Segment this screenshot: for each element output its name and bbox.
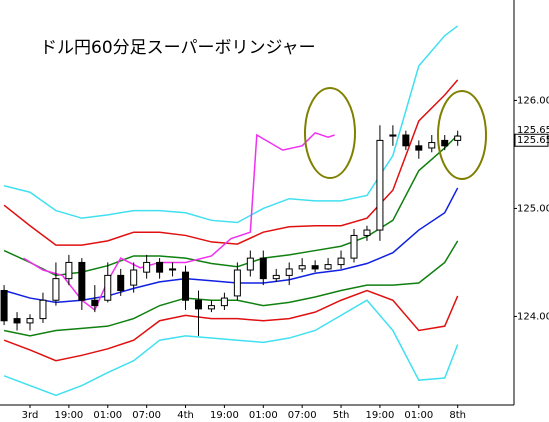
candle-body bbox=[117, 274, 125, 292]
chart-title: ドル円60分足スーパーボリンジャー bbox=[40, 38, 316, 58]
candle-body bbox=[91, 299, 99, 307]
candle-body bbox=[0, 290, 8, 322]
candle-body bbox=[156, 261, 164, 273]
candle-body bbox=[52, 278, 60, 301]
candle-body bbox=[428, 142, 436, 149]
x-tick-label: 07:00 bbox=[132, 410, 161, 421]
band-line bbox=[23, 131, 335, 312]
y-tick-label: 126.00 bbox=[517, 95, 549, 106]
price-label: 125.651 bbox=[517, 125, 549, 136]
x-tick-label: 07:00 bbox=[288, 410, 317, 421]
candle-body bbox=[169, 268, 177, 271]
plot-area bbox=[0, 25, 462, 397]
candle-body bbox=[454, 135, 462, 141]
y-tick-label: 125.00 bbox=[517, 203, 549, 214]
candle-body bbox=[272, 274, 280, 280]
candle-body bbox=[13, 318, 21, 324]
x-tick-label: 19:00 bbox=[366, 410, 395, 421]
candle-body bbox=[143, 261, 151, 273]
candle-body bbox=[39, 299, 47, 320]
candle-body bbox=[130, 269, 138, 286]
band-line bbox=[3, 299, 459, 397]
price-label: 125.65 bbox=[517, 135, 549, 146]
candle-body bbox=[376, 139, 384, 231]
candle-body bbox=[104, 274, 112, 301]
candle-body bbox=[259, 257, 267, 280]
candle-body bbox=[182, 271, 190, 301]
x-tick-label: 01:00 bbox=[249, 410, 278, 421]
price-box bbox=[514, 133, 549, 147]
candle-body bbox=[402, 134, 410, 147]
candle-body bbox=[350, 234, 358, 259]
x-tick-label: 8th bbox=[449, 410, 466, 421]
candle-body bbox=[363, 229, 371, 236]
candle-body bbox=[26, 318, 34, 324]
candle-body bbox=[337, 257, 345, 266]
band-line bbox=[3, 79, 459, 246]
highlight-ellipse bbox=[437, 90, 487, 180]
candle-body bbox=[207, 305, 215, 310]
x-tick-label: 19:00 bbox=[210, 410, 239, 421]
x-tick-label: 19:00 bbox=[54, 410, 83, 421]
candle-body bbox=[65, 261, 73, 280]
x-tick-label: 3rd bbox=[22, 410, 39, 421]
candle-body bbox=[246, 257, 254, 271]
y-tick-label: 124.00 bbox=[517, 311, 549, 322]
band-line bbox=[3, 25, 459, 224]
candle-body bbox=[311, 265, 319, 270]
candle-body bbox=[78, 261, 86, 301]
candle-body bbox=[220, 297, 228, 307]
candle-body bbox=[285, 268, 293, 276]
x-tick-label: 4th bbox=[177, 410, 194, 421]
candle-body bbox=[298, 265, 306, 270]
x-tick-label: 5th bbox=[333, 410, 350, 421]
candle-body bbox=[441, 139, 449, 147]
band-line bbox=[3, 289, 459, 362]
candle-body bbox=[233, 269, 241, 297]
candle-body bbox=[324, 264, 332, 270]
candle-body bbox=[415, 145, 423, 151]
x-tick-label: 01:00 bbox=[404, 410, 433, 421]
candle-body bbox=[194, 299, 202, 310]
highlight-ellipse bbox=[304, 87, 356, 179]
x-tick-label: 01:00 bbox=[93, 410, 122, 421]
candle-body bbox=[389, 134, 397, 137]
